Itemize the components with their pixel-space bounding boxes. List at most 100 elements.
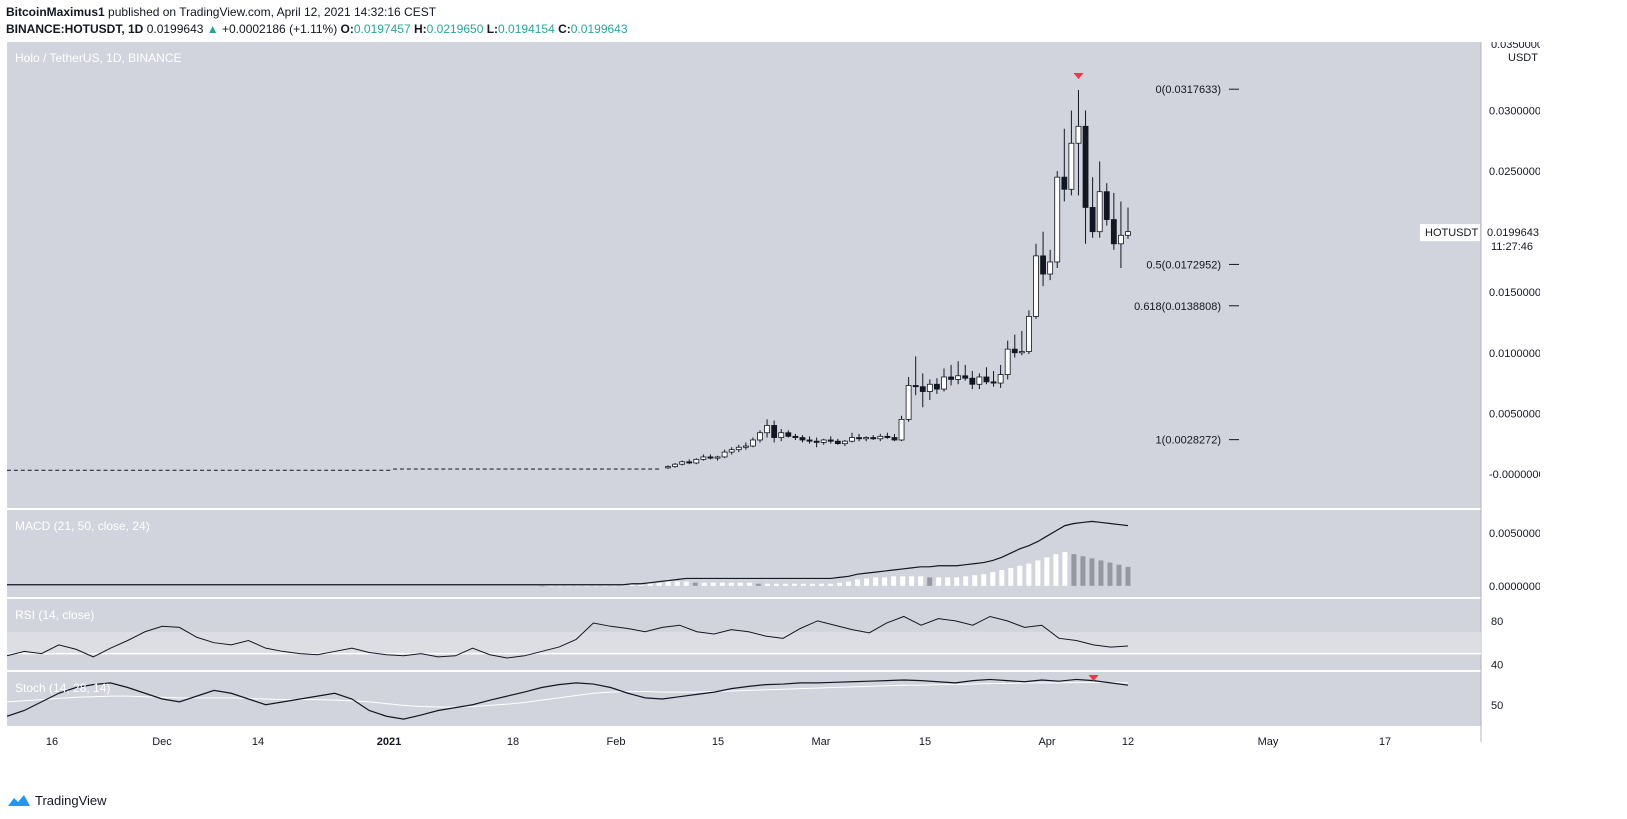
candle bbox=[820, 439, 827, 443]
macd-histogram-bar bbox=[954, 577, 960, 586]
change-arrow-icon: ▲ bbox=[206, 22, 219, 36]
macd-histogram-bar bbox=[719, 582, 725, 586]
macd-histogram-bar bbox=[999, 569, 1005, 586]
tradingview-logo-icon bbox=[8, 794, 30, 806]
candle bbox=[1033, 255, 1039, 317]
macd-label: MACD (21, 50, close, 24) bbox=[15, 519, 150, 533]
candle bbox=[792, 435, 799, 438]
price-tag-countdown: 11:27:46 bbox=[1491, 241, 1533, 253]
candle bbox=[750, 439, 756, 447]
macd-histogram-bar bbox=[809, 583, 815, 586]
high-label: H: bbox=[413, 22, 427, 36]
macd-histogram-bar bbox=[737, 582, 743, 586]
symbol-tag-text: HOTUSDT bbox=[1425, 227, 1478, 239]
low-label: L: bbox=[486, 22, 499, 36]
macd-histogram-bar bbox=[900, 576, 906, 586]
macd-histogram-bar bbox=[990, 572, 996, 586]
macd-histogram-bar bbox=[936, 577, 942, 586]
candle bbox=[884, 435, 891, 438]
macd-histogram-bar bbox=[647, 583, 653, 586]
ohlc-legend: BINANCE:HOTUSDT, 1D 0.0199643 ▲ +0.00021… bbox=[6, 22, 628, 36]
candle bbox=[863, 437, 870, 440]
candle bbox=[1089, 207, 1096, 233]
macd-histogram-bar bbox=[818, 583, 824, 586]
macd-histogram-bar bbox=[620, 585, 626, 587]
candle bbox=[799, 437, 806, 441]
macd-histogram-bar bbox=[1116, 564, 1122, 586]
macd-histogram-bar bbox=[1035, 560, 1041, 586]
chart-container[interactable]: 0(0.0317633) 0.5(0.0172952) 0.618(0.013880… bbox=[6, 39, 1545, 762]
macd-histogram-bar bbox=[629, 584, 635, 586]
macd-histogram-bar bbox=[963, 576, 969, 586]
macd-line bbox=[7, 520, 1129, 586]
macd-histogram-bar bbox=[782, 583, 788, 586]
macd-histogram-bar bbox=[665, 581, 671, 586]
publish-text: published on TradingView.com, April 12, … bbox=[108, 5, 437, 19]
price-axis-tick: 0.0050000 bbox=[1489, 408, 1540, 420]
candle bbox=[962, 375, 969, 379]
currency-label: USDT bbox=[1508, 52, 1538, 64]
macd-histogram-bar bbox=[791, 583, 797, 586]
rsi-band bbox=[7, 631, 1481, 654]
candle bbox=[714, 456, 721, 459]
macd-histogram-bar bbox=[728, 582, 734, 586]
candle bbox=[1004, 348, 1011, 375]
low-value: 0.0194154 bbox=[498, 22, 555, 36]
macd-histogram-bar bbox=[909, 576, 915, 586]
rsi-label: RSI (14, close) bbox=[15, 608, 94, 622]
macd-histogram-bar bbox=[773, 583, 779, 586]
candle bbox=[1068, 142, 1075, 190]
fib-label: 1(0.0028272) bbox=[1156, 435, 1221, 447]
candle bbox=[1110, 219, 1117, 245]
macd-histogram-bar bbox=[584, 585, 590, 587]
candle bbox=[827, 439, 834, 442]
candle bbox=[997, 374, 1004, 384]
author-name[interactable]: BitcoinMaximus1 bbox=[6, 5, 105, 19]
time-axis-tick: Mar bbox=[812, 736, 831, 748]
stoch-k-line bbox=[6, 678, 1129, 720]
macd-histogram-bar bbox=[827, 583, 833, 586]
open-value: 0.0197457 bbox=[353, 22, 411, 36]
publish-info: BitcoinMaximus1 published on TradingView… bbox=[6, 5, 436, 19]
macd-histogram-bar bbox=[674, 581, 680, 586]
footer-brand[interactable]: TradingView bbox=[7, 793, 107, 808]
candle bbox=[665, 466, 671, 469]
macd-histogram-bar bbox=[1044, 557, 1050, 586]
macd-histogram-bar bbox=[638, 584, 644, 586]
price-axis-tick: 0.0350000 bbox=[1491, 42, 1540, 51]
macd-histogram-bar bbox=[1098, 560, 1104, 586]
candle bbox=[898, 418, 905, 441]
time-axis-tick: 16 bbox=[46, 736, 58, 748]
macd-histogram-bar bbox=[755, 583, 761, 586]
high-value: 0.0219650 bbox=[426, 22, 484, 36]
candle bbox=[813, 440, 820, 443]
candle bbox=[1082, 125, 1089, 208]
rsi-axis-tick: 80 bbox=[1491, 616, 1503, 628]
candle bbox=[849, 437, 855, 442]
time-axis-tick: Dec bbox=[152, 736, 172, 748]
macd-axis-tick: 0.0000000 bbox=[1489, 581, 1540, 593]
time-axis-tick: 18 bbox=[507, 736, 519, 748]
price-chart[interactable]: 0(0.0317633) 0.5(0.0172952) 0.618(0.013880… bbox=[6, 39, 1545, 762]
candle bbox=[679, 461, 686, 465]
stoch-label: Stoch (14, 28, 14) bbox=[15, 681, 110, 695]
candle bbox=[990, 381, 997, 384]
rsi-line bbox=[6, 615, 1129, 659]
candle bbox=[686, 461, 693, 464]
price-axis-tick: 0.0150000 bbox=[1489, 287, 1540, 299]
macd-histogram-bar bbox=[846, 581, 852, 586]
candle bbox=[785, 432, 792, 437]
time-axis-tick: Apr bbox=[1038, 736, 1055, 748]
fib-label: 0.5(0.0172952) bbox=[1146, 259, 1221, 271]
candle bbox=[728, 449, 735, 453]
candle bbox=[926, 383, 933, 392]
macd-histogram-bar bbox=[981, 574, 987, 586]
macd-histogram-bar bbox=[864, 578, 870, 586]
macd-histogram-bar bbox=[611, 585, 617, 587]
candle bbox=[771, 425, 778, 438]
price-axis-tick: 0.0100000 bbox=[1489, 348, 1540, 360]
time-axis-tick: 15 bbox=[919, 736, 931, 748]
macd-histogram-bar bbox=[1026, 563, 1032, 586]
candle bbox=[934, 383, 940, 390]
macd-histogram-bar bbox=[891, 576, 897, 586]
